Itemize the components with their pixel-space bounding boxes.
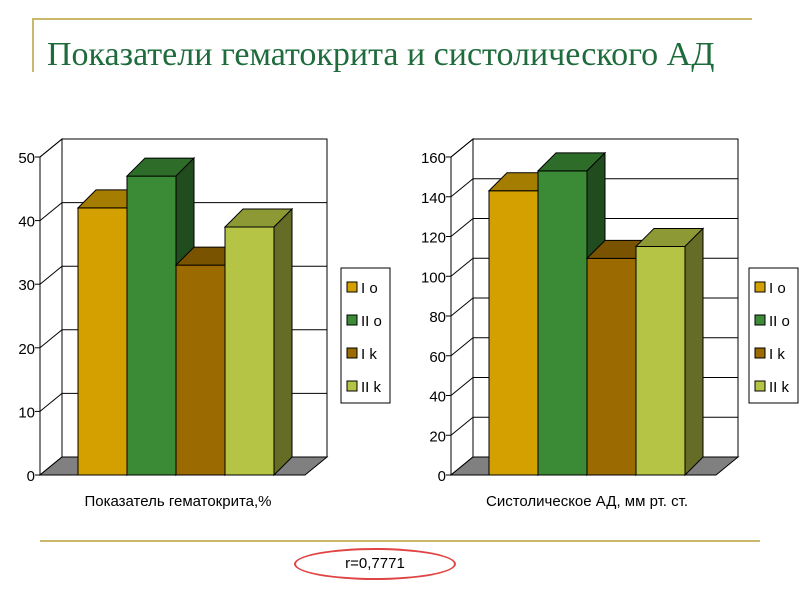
top-rule: [32, 18, 752, 20]
chart-1-gridline-side: [39, 138, 63, 158]
chart-2-tick-label: 160: [421, 150, 446, 167]
chart-2-legend-label: I k: [769, 346, 785, 363]
chart-2-bar-I-k: [586, 257, 637, 476]
bottom-rule: [40, 540, 760, 542]
chart-2-gridline-side: [450, 337, 474, 357]
chart-1-side-wall: [39, 137, 63, 477]
chart-1-legend-label: I k: [361, 346, 377, 363]
chart-2-gridline-side: [450, 257, 474, 277]
chart-2-legend-label: II k: [769, 379, 790, 396]
chart-2-legend-swatch: [754, 380, 766, 392]
chart-2-gridline-side: [450, 416, 474, 436]
chart-2-legend-label: I o: [769, 280, 786, 297]
chart-1-bar-II-o: [126, 175, 177, 476]
chart-1-tick-label: 50: [18, 150, 35, 167]
chart-1-legend-label: I o: [361, 280, 378, 297]
chart-2-x-label: Систолическое АД, мм рт. ст.: [486, 493, 688, 510]
chart-2-gridline-side: [450, 297, 474, 317]
chart-2-tick-label: 100: [421, 269, 446, 286]
left-rule: [32, 18, 34, 72]
slide-title: Показатели гематокрита и систолического …: [47, 36, 715, 73]
chart-2-tick-label: 120: [421, 230, 446, 247]
chart-1-legend-swatch: [346, 347, 358, 359]
chart-1-tick-label: 0: [27, 468, 35, 485]
chart-2-gridline-side: [450, 377, 474, 396]
chart-2-tick-label: 140: [421, 190, 446, 207]
chart-1-tick-label: 30: [18, 277, 35, 294]
chart-1-tick-label: 20: [18, 341, 35, 358]
chart-2-legend-swatch: [754, 314, 766, 326]
chart-2-tick-label: 40: [429, 389, 446, 406]
chart-1-gridline-side: [39, 329, 63, 349]
chart-1-legend-swatch: [346, 380, 358, 392]
chart-1-bar-I-k: [175, 264, 226, 476]
chart-1-bar-I-o: [77, 207, 128, 476]
chart-1-tick-label: 10: [18, 404, 35, 421]
chart-2-bar-side: [684, 227, 704, 477]
chart-1-legend-swatch: [346, 314, 358, 326]
chart-1-legend-label: II k: [361, 379, 382, 396]
chart-1-legend-label: II o: [361, 313, 382, 330]
chart-2-bar-II-k: [635, 245, 686, 476]
chart-2-gridline-side: [450, 178, 474, 198]
chart-2-tick-label: 0: [438, 468, 446, 485]
chart-2-gridline-side: [450, 218, 474, 237]
correlation-label: r=0,7771: [294, 548, 456, 580]
chart-2-bar-I-o: [488, 190, 539, 476]
chart-1-tick-label: 40: [18, 214, 35, 231]
chart-2-bar-II-o: [537, 170, 588, 476]
chart-1-gridline-side: [39, 202, 63, 221]
chart-1-x-label: Показатель гематокрита,%: [84, 493, 271, 510]
chart-1-gridline-side: [39, 265, 63, 285]
chart-1-bar-side: [273, 207, 293, 477]
chart-2-legend-label: II o: [769, 313, 790, 330]
chart-2-legend-swatch: [754, 281, 766, 293]
chart-2-tick-label: 60: [429, 349, 446, 366]
chart-2-tick-label: 80: [429, 309, 446, 326]
chart-2-legend-swatch: [754, 347, 766, 359]
chart-2-gridline-side: [450, 138, 474, 158]
chart-1-gridline-side: [39, 393, 63, 412]
chart-2-tick-label: 20: [429, 428, 446, 445]
chart-1-bar-II-k: [224, 226, 275, 476]
chart-1-legend-swatch: [346, 281, 358, 293]
